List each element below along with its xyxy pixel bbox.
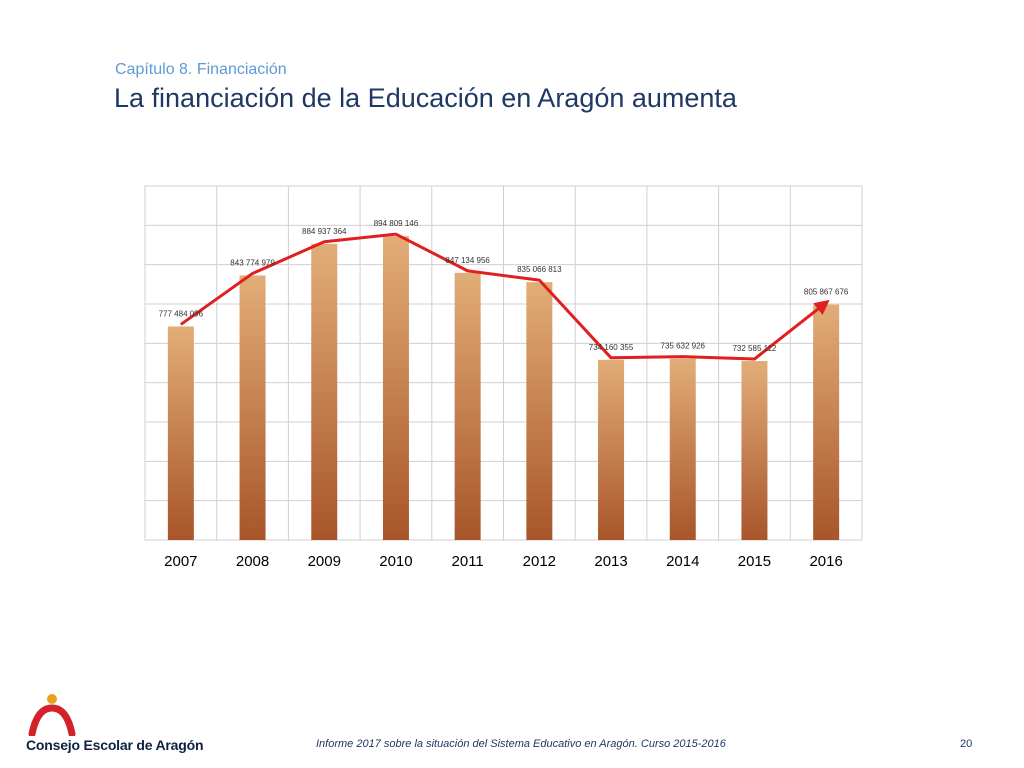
data-label-2010: 894 809 146: [374, 219, 419, 228]
data-label-2008: 843 774 979: [230, 258, 275, 267]
trend-line: [179, 232, 830, 361]
x-tick-2012: 2012: [523, 553, 556, 570]
data-label-2016: 805 867 676: [804, 288, 849, 297]
bar-2016: [813, 304, 840, 540]
x-tick-2008: 2008: [236, 553, 269, 570]
bar-2009: [311, 243, 338, 540]
x-tick-2009: 2009: [308, 553, 341, 570]
bar-2012: [526, 282, 553, 540]
x-tick-2007: 2007: [164, 553, 197, 570]
organization-name: Consejo Escolar de Aragón: [26, 737, 204, 753]
trend-line-series: [179, 232, 830, 361]
x-tick-2011: 2011: [452, 553, 484, 570]
report-footer: Informe 2017 sobre la situación del Sist…: [316, 738, 726, 750]
x-tick-2013: 2013: [594, 553, 627, 570]
data-label-2009: 884 937 364: [302, 227, 347, 236]
slide-title: La financiación de la Educación en Aragó…: [114, 83, 737, 113]
page-number: 20: [960, 738, 973, 750]
x-axis-ticks: 2007 2008 2009 2010 2011 2012 2013 2014 2015 2016: [164, 553, 843, 570]
data-label-2015: 732 585 112: [732, 344, 776, 353]
x-tick-2016: 2016: [809, 553, 842, 570]
bar-2015: [741, 361, 768, 540]
data-labels: 777 484 096 843 774 979 884 937 364 894 809…: [159, 219, 849, 353]
data-label-2014: 735 632 926: [661, 342, 706, 351]
bar-2013: [598, 359, 625, 540]
x-tick-2015: 2015: [738, 553, 771, 570]
consejo-logo-icon: [28, 694, 76, 736]
data-label-2007: 777 484 096: [159, 309, 204, 318]
bar-2008: [239, 275, 266, 540]
bar-2014: [669, 358, 696, 540]
x-tick-2010: 2010: [379, 553, 412, 570]
x-tick-2014: 2014: [666, 553, 699, 570]
data-label-2012: 835 066 813: [517, 265, 562, 274]
bar-2010: [382, 236, 409, 540]
data-label-2013: 734 160 355: [589, 343, 634, 352]
bar-2007: [167, 326, 194, 540]
chart-bars: [167, 236, 840, 540]
data-label-2011: 847 134 956: [445, 256, 490, 265]
bar-2011: [454, 272, 481, 540]
chapter-subtitle: Capítulo 8. Financiación: [115, 61, 287, 78]
